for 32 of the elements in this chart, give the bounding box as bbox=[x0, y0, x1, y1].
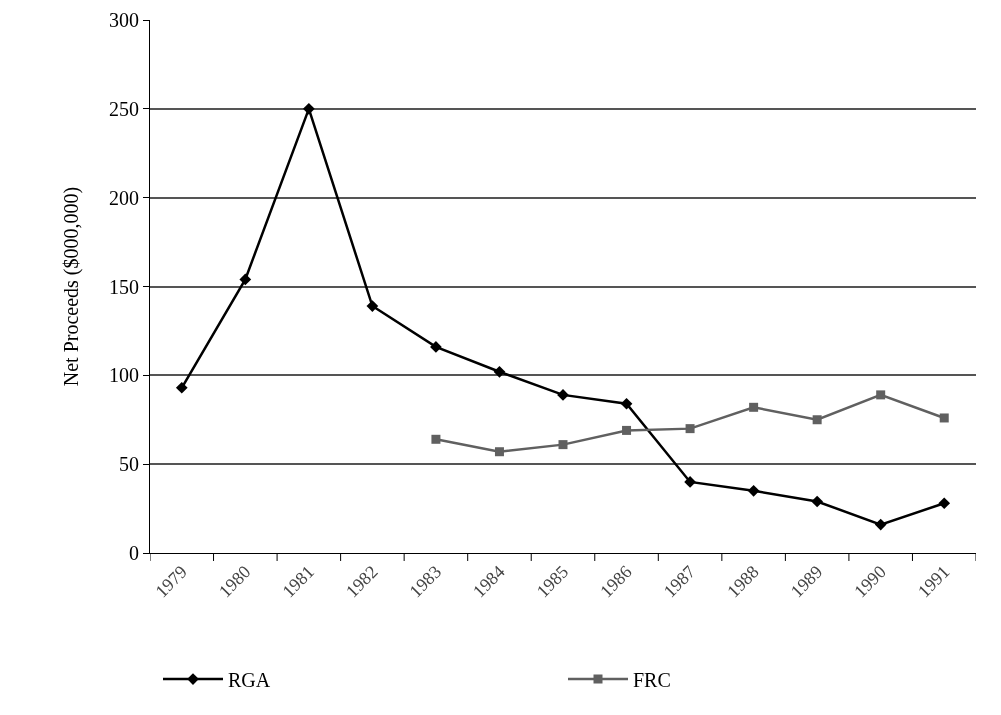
point bbox=[366, 300, 379, 312]
y-axis-title: Net Proceeds ($000,000) bbox=[59, 186, 83, 387]
point bbox=[493, 365, 506, 378]
y-tick-label: 100 bbox=[109, 364, 139, 387]
y-tick-label: 150 bbox=[109, 275, 139, 298]
point bbox=[747, 484, 760, 497]
point bbox=[938, 497, 951, 510]
x-tick-label: 1981 bbox=[278, 561, 319, 602]
point bbox=[558, 440, 568, 450]
point bbox=[939, 413, 949, 423]
legend-label: FRC bbox=[633, 668, 671, 691]
y-tick-label: 250 bbox=[109, 97, 139, 120]
point bbox=[175, 381, 188, 394]
y-tick-label: 50 bbox=[119, 453, 139, 476]
point bbox=[431, 434, 441, 444]
point bbox=[239, 273, 252, 286]
point bbox=[430, 341, 442, 353]
point bbox=[876, 390, 886, 400]
point bbox=[620, 397, 633, 410]
point bbox=[684, 476, 696, 488]
y-tick-label: 300 bbox=[109, 9, 139, 31]
point bbox=[494, 447, 504, 457]
y-tick-label: 200 bbox=[109, 186, 139, 209]
y-tick-label: 0 bbox=[129, 542, 139, 564]
point bbox=[749, 402, 759, 412]
point bbox=[622, 425, 632, 435]
point bbox=[685, 424, 695, 434]
point bbox=[303, 102, 315, 115]
point bbox=[874, 518, 887, 531]
legend-label: RGA bbox=[228, 668, 271, 691]
point bbox=[811, 495, 823, 508]
point bbox=[812, 415, 822, 425]
